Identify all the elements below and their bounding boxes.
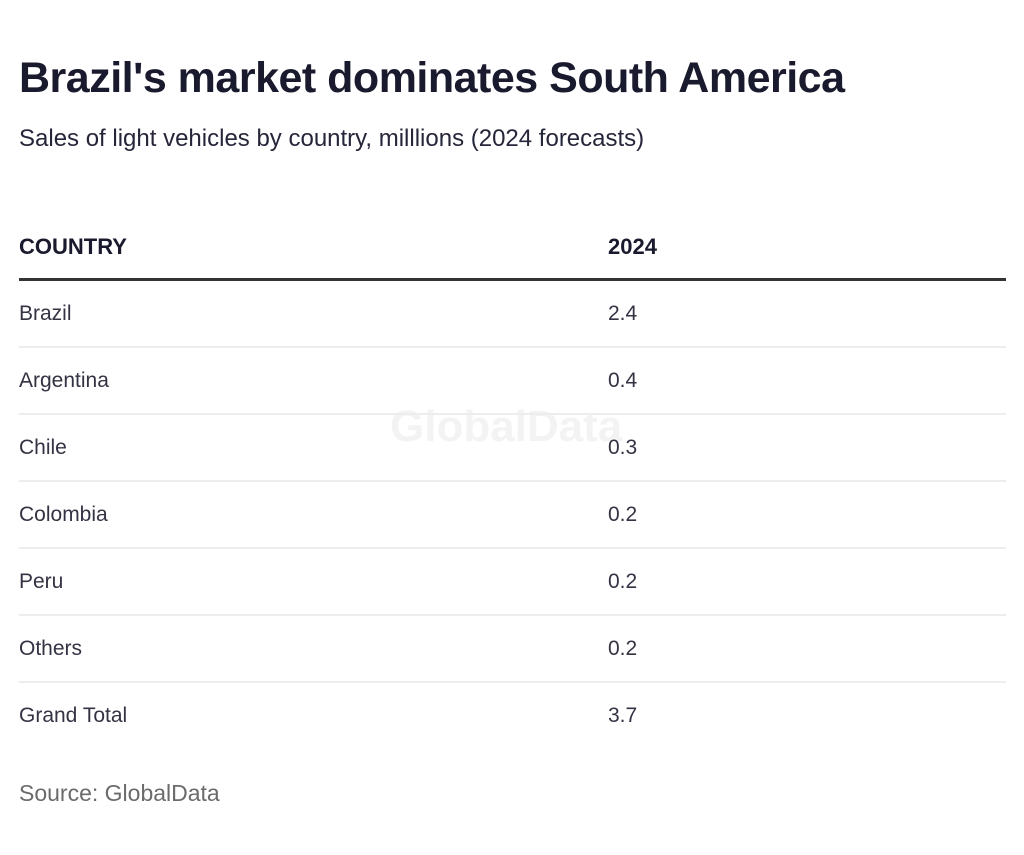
- chart-title: Brazil's market dominates South America: [19, 54, 845, 102]
- table-row: Colombia 0.2: [19, 482, 1006, 549]
- table-body: Brazil 2.4 Argentina 0.4 Chile 0.3 Colombia 0.2…: [19, 281, 1006, 748]
- country-cell: Others: [19, 637, 83, 660]
- country-cell: Chile: [19, 436, 67, 459]
- value-cell: 0.2: [608, 503, 638, 526]
- country-cell: Grand Total: [19, 704, 128, 727]
- table-header: COUNTRY 2024: [19, 222, 1006, 281]
- value-cell: 0.2: [608, 637, 638, 660]
- value-cell: 2.4: [608, 302, 638, 325]
- table-row: Grand Total 3.7: [19, 683, 1006, 748]
- table-row: Others 0.2: [19, 616, 1006, 683]
- data-table: COUNTRY 2024 Brazil 2.4 Argentina 0.4 Chile 0…: [19, 222, 1006, 748]
- value-cell: 0.3: [608, 436, 638, 459]
- table-row: Chile 0.3: [19, 415, 1006, 482]
- source-note: Source: GlobalData: [19, 780, 220, 806]
- table-row: Brazil 2.4: [19, 281, 1006, 348]
- table-row: Argentina 0.4: [19, 348, 1006, 415]
- column-header-country: COUNTRY: [19, 234, 127, 259]
- chart-subtitle: Sales of light vehicles by country, mill…: [19, 125, 645, 152]
- column-header-2024: 2024: [608, 234, 657, 259]
- value-cell: 0.4: [608, 369, 638, 392]
- table-row: Peru 0.2: [19, 549, 1006, 616]
- country-cell: Peru: [19, 570, 64, 593]
- country-cell: Argentina: [19, 369, 109, 392]
- value-cell: 3.7: [608, 704, 638, 727]
- value-cell: 0.2: [608, 570, 638, 593]
- country-cell: Colombia: [19, 503, 108, 526]
- country-cell: Brazil: [19, 302, 72, 325]
